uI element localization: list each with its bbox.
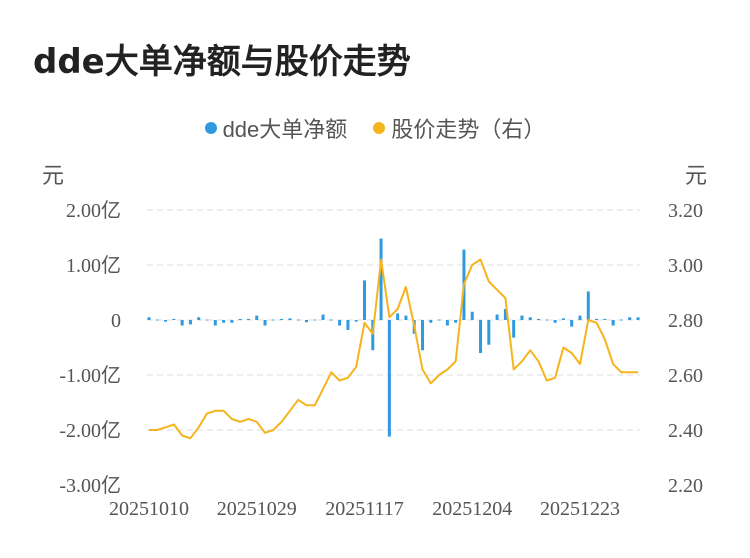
bar-dde <box>619 319 623 321</box>
x-tick-label: 20251223 <box>540 498 620 520</box>
bar-dde <box>421 320 425 351</box>
bar-dde <box>586 291 590 320</box>
y-left-tick-label: 0 <box>111 310 121 332</box>
y-left-tick-label: -1.00亿 <box>59 364 121 387</box>
y-right-tick-label: 2.20 <box>668 475 703 497</box>
bar-dde <box>246 318 250 320</box>
bar-dde <box>445 320 449 326</box>
bar-dde <box>321 314 325 320</box>
bar-dde <box>595 318 599 320</box>
legend-dot-dde <box>204 122 217 134</box>
bar-dde <box>379 238 383 320</box>
bar-dde <box>304 320 308 323</box>
price-line <box>149 258 638 440</box>
bar-dde <box>180 320 184 326</box>
bar-dde <box>396 313 400 320</box>
y-left-tick-label: 2.00亿 <box>66 199 121 222</box>
bar-dde <box>636 317 640 320</box>
bar-dde <box>280 318 284 320</box>
bar-dde <box>528 317 532 320</box>
x-tick-label: 20251010 <box>109 498 189 520</box>
bar-dde <box>371 320 375 351</box>
bar-dde <box>329 319 333 321</box>
bar-dde <box>495 314 499 320</box>
legend: dde大单净额 股价走势（右） <box>0 112 750 144</box>
bar-dde <box>147 317 151 320</box>
bar-dde <box>155 319 159 321</box>
x-tick-label: 20251117 <box>325 498 404 520</box>
bar-dde <box>628 317 632 320</box>
bar-dde <box>578 315 582 320</box>
chart-title: dde大单净额与股价走势 <box>33 42 411 82</box>
bar-dde <box>503 309 507 320</box>
bar-dde <box>230 320 234 323</box>
bar-dde <box>164 320 168 322</box>
x-tick-label: 20251029 <box>217 498 297 520</box>
bar-dde <box>545 319 549 321</box>
bar-dde <box>437 319 441 321</box>
bar-dde <box>296 319 300 321</box>
bar-dde <box>188 320 192 325</box>
bar-dde <box>222 320 226 323</box>
bar-dde <box>387 320 391 437</box>
bar-dde <box>570 320 574 327</box>
bar-dde <box>362 280 366 320</box>
right-axis-unit: 元 <box>685 163 708 188</box>
y-right-tick-label: 3.00 <box>668 255 703 277</box>
bar-dde <box>338 320 342 326</box>
bar-dde <box>172 318 176 320</box>
bar-dde <box>520 315 524 320</box>
bar-dde <box>255 315 259 320</box>
bar-dde <box>537 318 541 320</box>
x-tick-label: 20251204 <box>432 498 512 520</box>
bar-dde <box>313 319 317 321</box>
bar-dde <box>238 318 242 320</box>
bar-dde <box>454 320 458 323</box>
legend-dot-price <box>373 122 386 134</box>
bar-dde <box>611 320 615 326</box>
bar-dde <box>213 320 217 326</box>
y-right-tick-label: 2.40 <box>668 420 703 442</box>
bar-dde <box>470 311 474 320</box>
y-left-tick-label: -3.00亿 <box>59 474 121 497</box>
legend-item-price[interactable]: 股价走势（右） <box>373 112 545 144</box>
bar-dde <box>553 320 557 323</box>
bar-dde <box>404 315 408 320</box>
bar-dde <box>288 318 292 320</box>
y-right-tick-label: 3.20 <box>668 200 703 222</box>
y-left-tick-label: 1.00亿 <box>66 254 121 277</box>
legend-label-price: 股价走势（右） <box>391 117 546 142</box>
y-right-tick-label: 2.60 <box>668 365 703 387</box>
bar-dde <box>271 319 275 321</box>
legend-label-dde: dde大单净额 <box>222 117 348 142</box>
bar-dde <box>354 320 358 322</box>
bar-dde <box>197 317 201 320</box>
bar-dde <box>429 320 433 323</box>
bar-dde <box>346 320 350 330</box>
bar-dde <box>487 320 491 345</box>
y-left-tick-label: -2.00亿 <box>59 419 121 442</box>
bar-dde <box>479 320 483 353</box>
bar-dde <box>263 320 267 326</box>
y-right-tick-label: 2.80 <box>668 310 703 332</box>
bar-dde <box>561 318 565 320</box>
bar-dde <box>512 320 516 338</box>
bar-dde <box>205 319 209 321</box>
left-axis-unit: 元 <box>42 163 65 188</box>
bar-dde <box>603 318 607 320</box>
legend-item-dde[interactable]: dde大单净额 <box>204 112 348 144</box>
